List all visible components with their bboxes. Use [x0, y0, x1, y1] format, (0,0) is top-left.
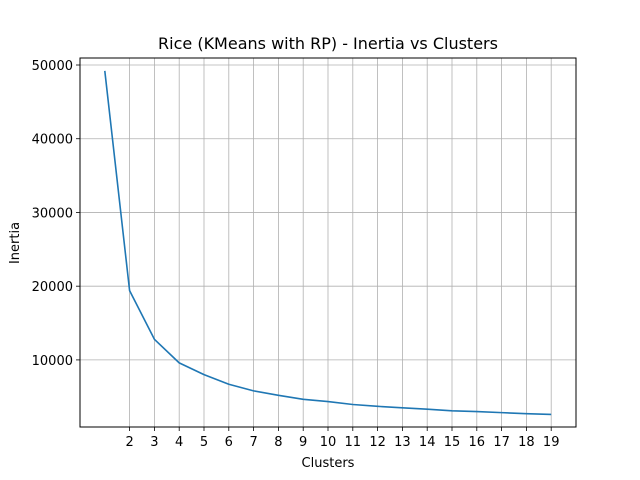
x-tick-label: 9 — [299, 435, 307, 450]
y-axis-ticks: 10000 20000 30000 40000 50000 — [32, 59, 80, 369]
x-tick-label: 17 — [493, 435, 510, 450]
y-tick-label: 30000 — [32, 206, 73, 221]
x-tick-label: 16 — [469, 435, 486, 450]
x-tick-label: 6 — [225, 435, 233, 450]
y-tick-label: 10000 — [32, 354, 73, 369]
grid — [80, 58, 576, 427]
x-axis-ticks: 2 3 4 5 6 7 8 9 10 11 12 13 14 15 16 17 18 19 — [125, 427, 559, 450]
x-tick-label: 12 — [369, 435, 386, 450]
y-axis-label: Inertia — [8, 222, 23, 264]
series-layer — [104, 70, 552, 416]
x-tick-label: 10 — [320, 435, 337, 450]
y-tick-label: 50000 — [32, 59, 73, 74]
x-tick-label: 7 — [249, 435, 257, 450]
y-tick-label: 20000 — [32, 280, 73, 295]
x-tick-label: 11 — [345, 435, 362, 450]
x-tick-label: 14 — [419, 435, 436, 450]
x-tick-label: 3 — [150, 435, 158, 450]
x-tick-label: 5 — [200, 435, 208, 450]
x-tick-label: 2 — [125, 435, 133, 450]
x-axis-label: Clusters — [302, 456, 355, 471]
x-tick-label: 13 — [394, 435, 411, 450]
x-tick-label: 18 — [518, 435, 535, 450]
y-tick-label: 40000 — [32, 133, 73, 148]
x-tick-label: 19 — [543, 435, 560, 450]
x-tick-label: 4 — [175, 435, 183, 450]
chart-title: Rice (KMeans with RP) - Inertia vs Clust… — [158, 34, 498, 53]
x-tick-label: 8 — [274, 435, 282, 450]
inertia-line — [104, 70, 552, 416]
x-tick-label: 15 — [444, 435, 461, 450]
